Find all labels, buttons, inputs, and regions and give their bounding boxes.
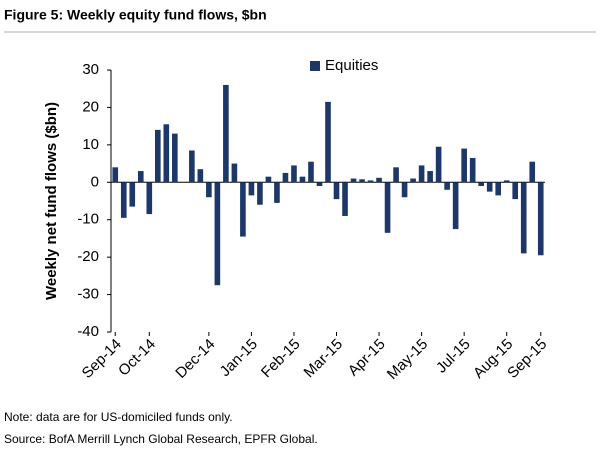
y-tick-label: -30 xyxy=(77,286,99,303)
bar xyxy=(469,157,476,183)
source: Source: BofA Merrill Lynch Global Resear… xyxy=(4,432,318,446)
bar xyxy=(308,161,314,183)
x-tick-label: Apr-15 xyxy=(345,336,389,380)
bar xyxy=(163,124,170,183)
bar xyxy=(444,182,450,190)
bar xyxy=(350,178,357,183)
bar xyxy=(120,182,127,218)
bar xyxy=(478,182,484,187)
bar xyxy=(112,167,119,183)
bar xyxy=(248,182,255,196)
bar xyxy=(410,178,416,183)
bar xyxy=(537,182,544,256)
x-tick-label: May-15 xyxy=(384,336,431,383)
bar xyxy=(376,177,382,183)
bar xyxy=(461,148,467,183)
x-tick-label: Mar-15 xyxy=(301,336,347,382)
bar xyxy=(418,165,425,183)
bar xyxy=(129,182,136,207)
bar xyxy=(427,171,433,183)
bar xyxy=(146,182,153,215)
bar xyxy=(137,171,144,183)
bar xyxy=(265,176,272,183)
bar xyxy=(282,172,289,183)
legend-swatch xyxy=(310,61,320,71)
y-tick-label: 10 xyxy=(82,136,99,153)
y-axis-label: Weekly net fund flows ($bn) xyxy=(43,102,60,300)
bar xyxy=(503,180,510,183)
note: Note: data are for US-domiciled funds on… xyxy=(4,410,233,424)
x-tick-label: Jul-15 xyxy=(433,336,474,377)
y-tick-label: 0 xyxy=(91,173,99,190)
bar xyxy=(231,163,238,183)
bar xyxy=(435,146,442,183)
bar xyxy=(206,182,212,198)
bar xyxy=(359,179,365,183)
y-tick-label: -10 xyxy=(77,211,99,228)
bar xyxy=(512,182,519,200)
bar xyxy=(172,133,178,183)
bar xyxy=(325,101,331,183)
x-tick-label: Sep-14 xyxy=(79,336,125,382)
bar xyxy=(486,182,493,192)
x-tick-label: Dec-14 xyxy=(172,336,218,382)
y-tick-label: 20 xyxy=(82,98,99,115)
y-tick-label: 30 xyxy=(82,61,99,78)
bar xyxy=(197,169,204,183)
bar xyxy=(367,180,374,183)
bar xyxy=(529,161,536,183)
bar xyxy=(520,182,527,254)
x-tick-label: Jan-15 xyxy=(217,336,261,380)
bar xyxy=(316,182,323,187)
legend-label: Equities xyxy=(325,57,378,74)
bar xyxy=(291,165,297,183)
bar xyxy=(189,150,195,183)
bar xyxy=(384,182,391,233)
bar xyxy=(393,167,399,183)
y-tick-label: -40 xyxy=(77,323,99,340)
bar xyxy=(274,182,280,203)
x-tick-label: Oct-14 xyxy=(115,336,159,380)
bar xyxy=(452,182,459,230)
bar xyxy=(154,129,161,183)
bar xyxy=(223,84,229,183)
bar xyxy=(299,176,306,183)
y-tick-label: -20 xyxy=(77,248,99,265)
bar xyxy=(495,182,502,196)
x-tick-label: Feb-15 xyxy=(258,336,304,382)
bar xyxy=(214,182,221,286)
bar xyxy=(240,182,246,237)
bar xyxy=(257,182,263,205)
bar xyxy=(333,182,340,200)
chart-title: Figure 5: Weekly equity fund flows, $bn xyxy=(4,7,267,23)
bar xyxy=(342,182,348,216)
bar xyxy=(401,182,408,198)
